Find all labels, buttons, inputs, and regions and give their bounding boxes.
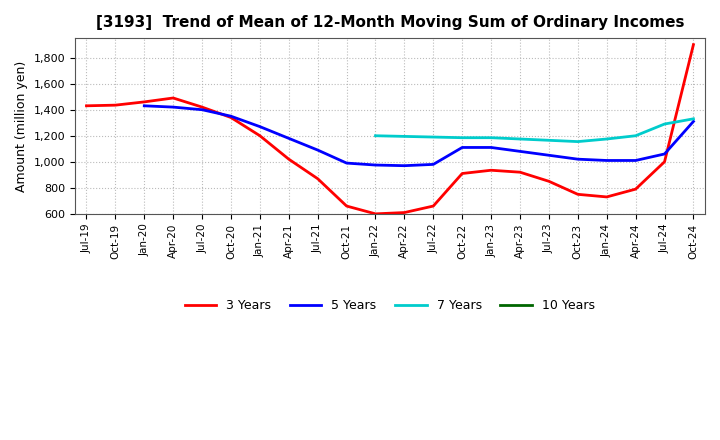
3 Years [689, 42, 698, 47]
5 Years [284, 136, 293, 141]
Y-axis label: Amount (million yen): Amount (million yen) [15, 60, 28, 191]
3 Years [574, 192, 582, 197]
3 Years [487, 168, 495, 173]
7 Years [603, 136, 611, 142]
5 Years [458, 145, 467, 150]
5 Years [140, 103, 148, 108]
5 Years [313, 147, 322, 153]
7 Years [372, 133, 380, 139]
3 Years [342, 203, 351, 209]
7 Years [574, 139, 582, 144]
3 Years [544, 179, 553, 184]
3 Years [372, 211, 380, 216]
Line: 3 Years: 3 Years [86, 44, 693, 214]
5 Years [603, 158, 611, 163]
3 Years [429, 203, 438, 209]
5 Years [574, 157, 582, 162]
3 Years [227, 115, 235, 120]
3 Years [198, 104, 207, 110]
3 Years [140, 99, 148, 105]
5 Years [372, 162, 380, 168]
3 Years [82, 103, 91, 108]
5 Years [660, 151, 669, 157]
3 Years [516, 169, 524, 175]
7 Years [660, 121, 669, 127]
3 Years [631, 187, 640, 192]
7 Years [400, 134, 409, 139]
7 Years [544, 138, 553, 143]
5 Years [631, 158, 640, 163]
7 Years [631, 133, 640, 139]
5 Years [400, 163, 409, 169]
7 Years [429, 134, 438, 139]
Line: 7 Years: 7 Years [376, 119, 693, 142]
3 Years [660, 159, 669, 165]
5 Years [342, 161, 351, 166]
5 Years [198, 107, 207, 112]
3 Years [111, 103, 120, 108]
5 Years [544, 153, 553, 158]
5 Years [429, 162, 438, 167]
3 Years [603, 194, 611, 200]
3 Years [458, 171, 467, 176]
5 Years [487, 145, 495, 150]
5 Years [169, 104, 178, 110]
Title: [3193]  Trend of Mean of 12-Month Moving Sum of Ordinary Incomes: [3193] Trend of Mean of 12-Month Moving … [96, 15, 684, 30]
5 Years [689, 119, 698, 124]
3 Years [313, 176, 322, 181]
Legend: 3 Years, 5 Years, 7 Years, 10 Years: 3 Years, 5 Years, 7 Years, 10 Years [180, 294, 600, 317]
Line: 5 Years: 5 Years [144, 106, 693, 166]
5 Years [516, 149, 524, 154]
3 Years [256, 133, 264, 139]
7 Years [458, 135, 467, 140]
5 Years [227, 114, 235, 119]
5 Years [256, 124, 264, 129]
3 Years [400, 210, 409, 215]
3 Years [169, 95, 178, 101]
3 Years [284, 157, 293, 162]
7 Years [689, 116, 698, 121]
7 Years [516, 136, 524, 142]
7 Years [487, 135, 495, 140]
